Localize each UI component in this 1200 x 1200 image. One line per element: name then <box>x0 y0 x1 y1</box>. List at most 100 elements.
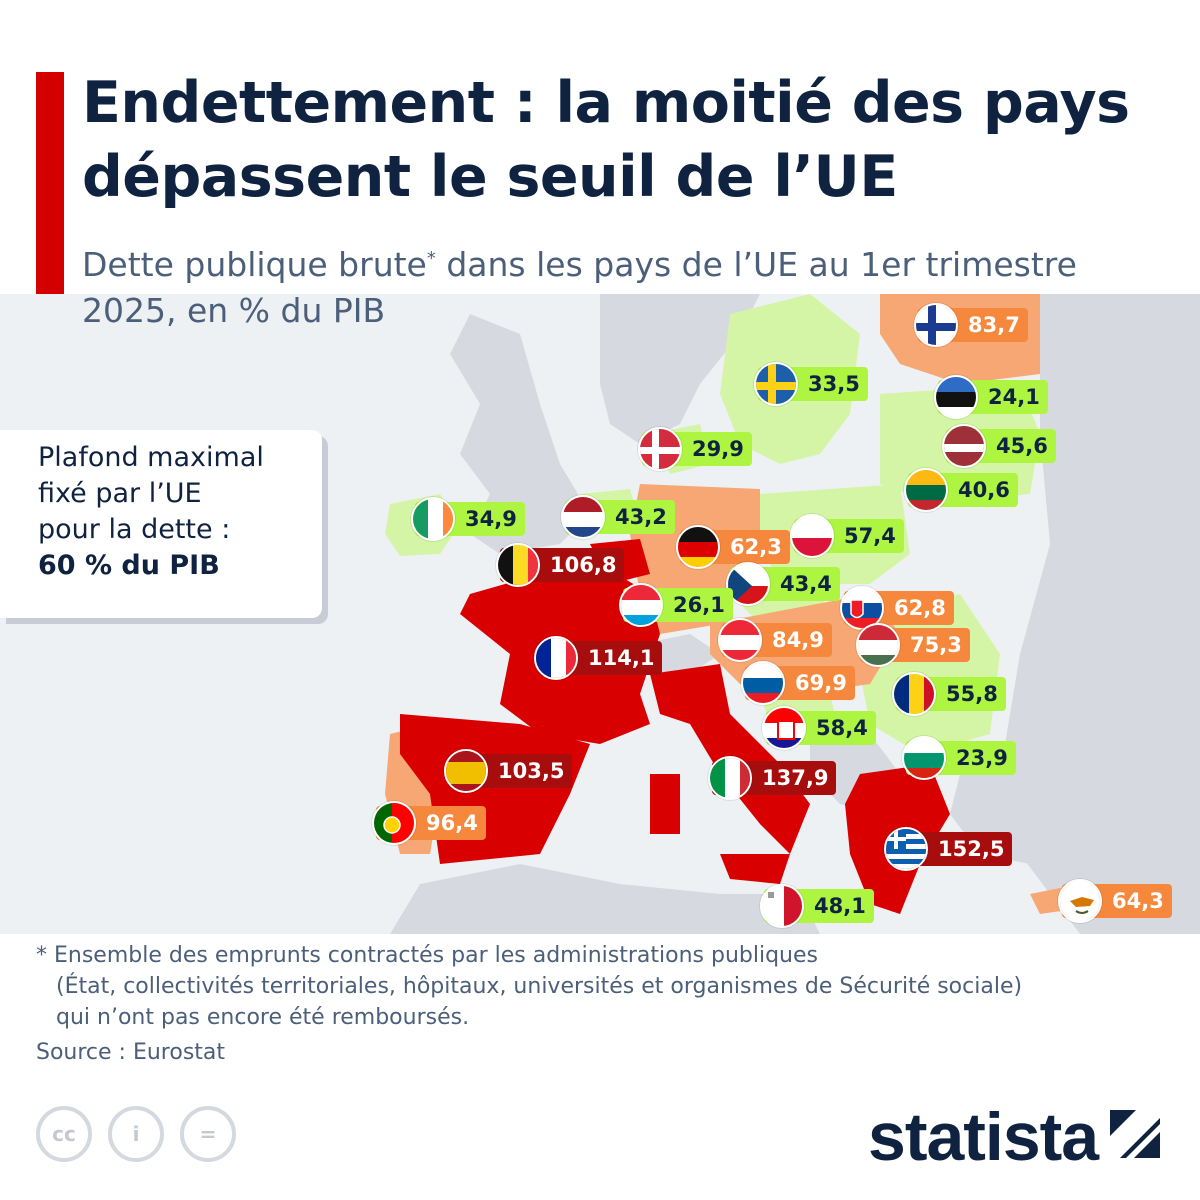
value-netherlands: 43,2 <box>615 505 667 529</box>
malta-flag-icon <box>760 884 804 928</box>
belgium-flag-icon <box>496 543 540 587</box>
badge-estonia: 24,1 <box>934 375 1048 419</box>
value-poland: 57,4 <box>844 524 896 548</box>
spain-flag-icon <box>444 749 488 793</box>
badge-cyprus: 64,3 <box>1058 879 1172 923</box>
cyprus-flag-icon <box>1058 879 1102 923</box>
value-ireland: 34,9 <box>465 507 517 531</box>
croatia-flag-icon <box>762 706 806 750</box>
subtitle-footnote-marker: * <box>426 248 436 269</box>
portugal-flag-icon <box>372 801 416 845</box>
badge-italy: 137,9 <box>708 756 837 800</box>
value-italy: 137,9 <box>762 766 829 790</box>
badge-slovakia: 62,8 <box>840 586 954 630</box>
value-lithuania: 40,6 <box>958 478 1010 502</box>
badge-poland: 57,4 <box>790 514 904 558</box>
license-icons: cc i = <box>36 1106 236 1162</box>
land-north-africa <box>390 864 820 934</box>
value-hungary: 75,3 <box>910 633 962 657</box>
footnote: * Ensemble des emprunts contractés par l… <box>36 940 1156 1033</box>
france-flag-icon <box>534 636 578 680</box>
austria-flag-icon <box>718 618 762 662</box>
value-austria: 84,9 <box>772 628 824 652</box>
value-malta: 48,1 <box>814 894 866 918</box>
value-belgium: 106,8 <box>550 553 617 577</box>
value-slovenia: 69,9 <box>795 671 847 695</box>
bulgaria-flag-icon <box>902 736 946 780</box>
source-label: Source : Eurostat <box>36 1040 226 1065</box>
badge-greece: 152,5 <box>884 827 1013 871</box>
ceiling-line-2: fixé par l’UE <box>38 478 202 509</box>
statista-logo[interactable]: statista <box>868 1099 1099 1175</box>
value-croatia: 58,4 <box>816 716 868 740</box>
badge-malta: 48,1 <box>760 884 874 928</box>
badge-finland: 83,7 <box>914 303 1028 347</box>
badge-spain: 103,5 <box>444 749 573 793</box>
eu-ceiling-callout: Plafond maximal fixé par l’UE pour la de… <box>0 430 322 618</box>
finland-flag-icon <box>914 303 958 347</box>
footnote-line-2: (État, collectivités territoriales, hôpi… <box>56 974 1023 999</box>
value-greece: 152,5 <box>938 837 1005 861</box>
value-sweden: 33,5 <box>808 372 860 396</box>
estonia-flag-icon <box>934 375 978 419</box>
badge-slovenia: 69,9 <box>741 661 855 705</box>
page-subtitle: Dette publique brute* dans les pays de l… <box>82 245 1077 330</box>
italy-flag-icon <box>708 756 752 800</box>
greece-flag-icon <box>884 827 928 871</box>
lithuania-flag-icon <box>904 468 948 512</box>
netherlands-flag-icon <box>561 495 605 539</box>
czechia-flag-icon <box>726 562 770 606</box>
badge-austria: 84,9 <box>718 618 832 662</box>
value-spain: 103,5 <box>498 759 565 783</box>
value-portugal: 96,4 <box>426 811 478 835</box>
ceiling-line-1: Plafond maximal <box>38 442 264 473</box>
attribution-icon[interactable]: i <box>108 1106 164 1162</box>
value-cyprus: 64,3 <box>1112 889 1164 913</box>
slovenia-flag-icon <box>741 661 785 705</box>
footnote-line-1: * Ensemble des emprunts contractés par l… <box>36 943 818 968</box>
value-czechia: 43,4 <box>780 572 832 596</box>
no-derivatives-icon[interactable]: = <box>180 1106 236 1162</box>
value-estonia: 24,1 <box>988 385 1040 409</box>
romania-flag-icon <box>892 672 936 716</box>
ceiling-line-3: pour la dette : <box>38 514 231 545</box>
badge-germany: 62,3 <box>676 525 790 569</box>
ireland-flag-icon <box>411 497 455 541</box>
badge-france: 114,1 <box>534 636 663 680</box>
title-accent-bar <box>36 72 64 318</box>
page-title: Endettement : la moitié des pays dépasse… <box>82 70 1130 210</box>
value-france: 114,1 <box>588 646 655 670</box>
luxembourg-flag-icon <box>619 583 663 627</box>
badge-hungary: 75,3 <box>856 623 970 667</box>
badge-belgium: 106,8 <box>496 543 625 587</box>
poland-flag-icon <box>790 514 834 558</box>
hungary-flag-icon <box>856 623 900 667</box>
ceiling-value: 60 % du PIB <box>38 550 220 581</box>
statista-logo-mark-icon <box>1106 1106 1164 1162</box>
value-bulgaria: 23,9 <box>956 746 1008 770</box>
latvia-flag-icon <box>942 424 986 468</box>
sweden-flag-icon <box>754 362 798 406</box>
badge-portugal: 96,4 <box>372 801 486 845</box>
badge-luxembourg: 26,1 <box>619 583 733 627</box>
land-norway <box>600 294 760 444</box>
cc-icon[interactable]: cc <box>36 1106 92 1162</box>
germany-flag-icon <box>676 525 720 569</box>
badge-czechia: 43,4 <box>726 562 840 606</box>
value-slovakia: 62,8 <box>894 596 946 620</box>
value-finland: 83,7 <box>968 313 1020 337</box>
badge-denmark: 29,9 <box>638 427 752 471</box>
badge-netherlands: 43,2 <box>561 495 675 539</box>
footnote-line-3: qui n’ont pas encore été remboursés. <box>56 1005 470 1030</box>
value-germany: 62,3 <box>730 535 782 559</box>
badge-latvia: 45,6 <box>942 424 1056 468</box>
badge-ireland: 34,9 <box>411 497 525 541</box>
badge-sweden: 33,5 <box>754 362 868 406</box>
value-luxembourg: 26,1 <box>673 593 725 617</box>
badge-bulgaria: 23,9 <box>902 736 1016 780</box>
land-turkey <box>950 764 1200 884</box>
badge-croatia: 58,4 <box>762 706 876 750</box>
denmark-flag-icon <box>638 427 682 471</box>
badge-lithuania: 40,6 <box>904 468 1018 512</box>
value-denmark: 29,9 <box>692 437 744 461</box>
